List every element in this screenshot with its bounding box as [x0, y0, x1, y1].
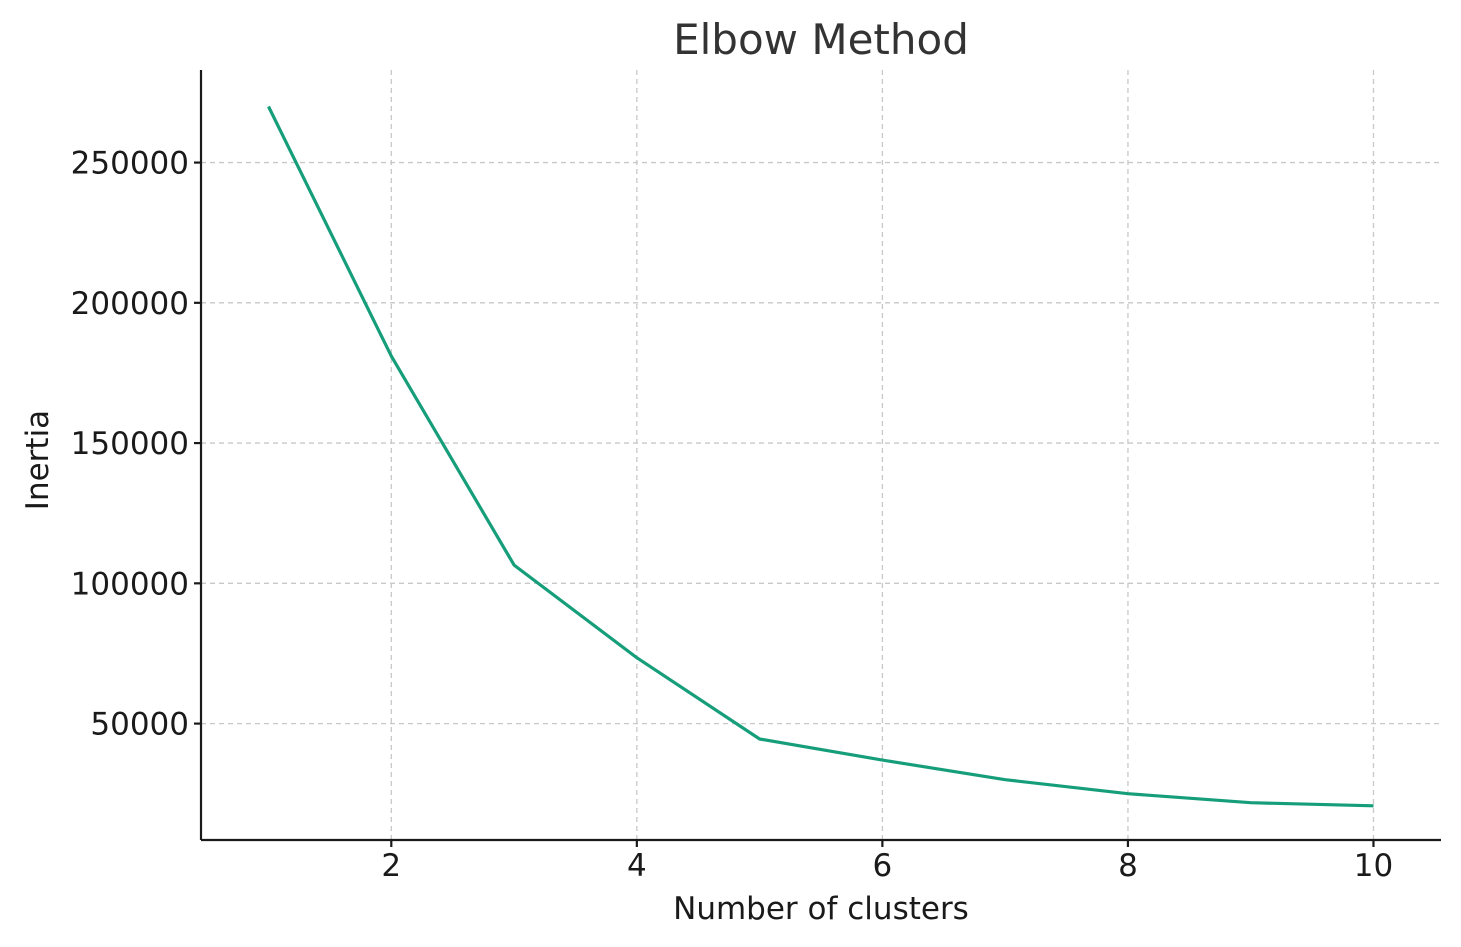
x-tick-label: 8	[1118, 848, 1138, 884]
grid-layer	[201, 70, 1441, 840]
x-tick-label: 6	[873, 848, 893, 884]
axes-layer	[199, 70, 1441, 842]
y-tick-label: 100000	[71, 566, 189, 602]
y-tick-label: 150000	[71, 426, 189, 462]
x-tick-label: 10	[1354, 848, 1393, 884]
series-layer	[267, 105, 1374, 808]
x-tick-label: 4	[627, 848, 647, 884]
y-tick-label: 250000	[71, 146, 189, 182]
y-tick-label: 200000	[71, 286, 189, 322]
y-tick-label: 50000	[90, 707, 189, 743]
x-tick-label: 2	[381, 848, 401, 884]
ticks-layer: 2 4 6 8 10 50000 100000 150000 200000 250000	[71, 146, 1394, 884]
x-axis-label: Number of clusters	[673, 891, 969, 927]
chart-title: Elbow Method	[673, 15, 969, 64]
y-axis-label: Inertia	[20, 410, 56, 510]
inertia-series-line	[267, 105, 1374, 808]
